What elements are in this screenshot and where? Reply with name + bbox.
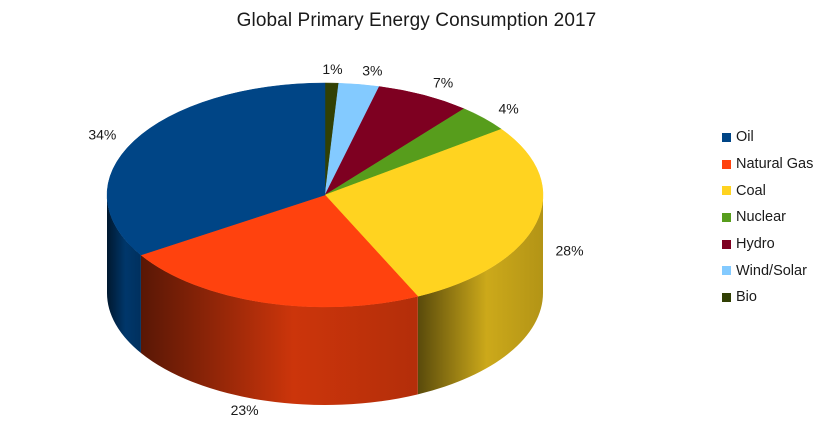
pct-label-hydro: 7% [433, 75, 453, 91]
legend-label-wind-solar: Wind/Solar [736, 262, 807, 279]
legend-swatch-wind-solar [722, 266, 731, 276]
legend-label-natural-gas: Natural Gas [736, 156, 814, 173]
chart-title: Global Primary Energy Consumption 2017 [236, 10, 597, 31]
pct-label-oil: 34% [88, 126, 116, 142]
pie-slice-natural-gas [140, 194, 419, 308]
pct-label-bio: 1% [322, 61, 342, 77]
pie-labels: 1% 3% 7% 4% 28% 23% 34% [88, 61, 583, 418]
legend-item-wind-solar: Wind/Solar [722, 257, 813, 284]
legend-swatch-coal [722, 186, 731, 196]
legend-label-nuclear: Nuclear [736, 209, 786, 226]
legend-item-nuclear: Nuclear [722, 204, 813, 231]
legend-swatch-natural-gas [722, 159, 731, 169]
legend-label-coal: Coal [736, 182, 766, 199]
legend-item-natural-gas: Natural Gas [722, 151, 813, 178]
pct-label-wind-solar: 3% [362, 63, 382, 79]
legend-item-oil: Oil [722, 124, 813, 151]
legend-swatch-nuclear [722, 212, 731, 222]
pie-depth [107, 195, 543, 405]
pct-label-nuclear: 4% [499, 101, 519, 117]
legend-swatch-oil [722, 132, 731, 142]
pie-side-oil [107, 195, 141, 354]
pie-slice-coal [324, 128, 544, 297]
legend-item-coal: Coal [722, 177, 813, 204]
legend-label-hydro: Hydro [736, 236, 775, 253]
legend: Oil Natural Gas Coal Nuclear Hydro Wind/Solar… [722, 124, 813, 311]
pie-side-natural-gas [140, 255, 418, 405]
pie-top-face [106, 82, 544, 308]
legend-item-bio: Bio [722, 284, 813, 311]
pct-label-coal: 28% [556, 243, 584, 259]
pct-label-natural-gas: 23% [231, 402, 259, 418]
legend-label-oil: Oil [736, 129, 754, 146]
pie-slice-oil [106, 82, 326, 256]
legend-item-hydro: Hydro [722, 231, 813, 258]
legend-label-bio: Bio [736, 289, 757, 306]
legend-swatch-bio [722, 292, 731, 302]
pie-side-coal [417, 195, 543, 395]
legend-swatch-hydro [722, 239, 731, 249]
